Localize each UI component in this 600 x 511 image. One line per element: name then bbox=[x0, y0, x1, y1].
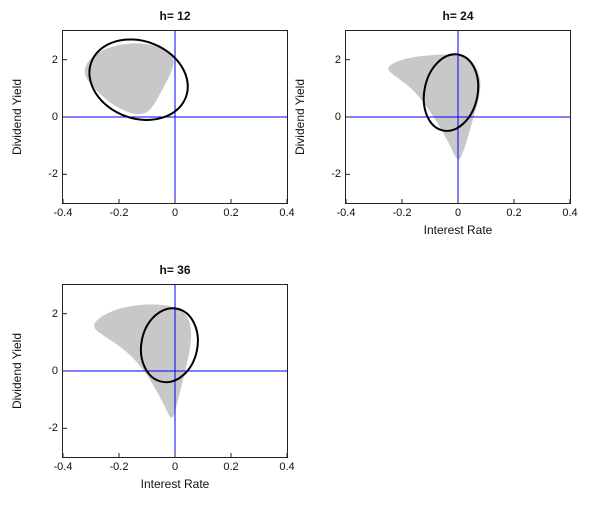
x-tick-label: 0.4 bbox=[562, 207, 578, 219]
plot-canvas bbox=[63, 285, 287, 457]
subplot-h12: h= 12 Dividend Yield -0.4 -0.2 0 0.2 0.4 -2 0… bbox=[10, 9, 295, 219]
x-tick-label: 0 bbox=[171, 461, 179, 473]
x-tick-label: 0.4 bbox=[279, 461, 295, 473]
y-tick-label: 2 bbox=[51, 53, 58, 66]
y-tick-label: -2 bbox=[48, 422, 58, 435]
x-tick-label: -0.4 bbox=[336, 207, 356, 219]
subplot-h24: h= 24 Dividend Yield Interest Rate -0.4 -… bbox=[293, 9, 578, 237]
x-tick-label: 0.4 bbox=[279, 207, 295, 219]
y-tick-label: 0 bbox=[51, 365, 58, 377]
x-tick-label: 0 bbox=[454, 207, 462, 219]
plot-canvas bbox=[63, 31, 287, 203]
confidence-ellipse bbox=[139, 307, 199, 384]
x-tick-label: 0.2 bbox=[506, 207, 522, 219]
y-tick-label: -2 bbox=[331, 168, 341, 181]
x-tick-label: -0.2 bbox=[109, 461, 129, 473]
subplot-h36: h= 36 Dividend Yield Interest Rate -0.4 -… bbox=[10, 263, 295, 491]
x-tick-label: 0.2 bbox=[223, 207, 239, 219]
plot-title: h= 36 bbox=[159, 263, 191, 277]
x-tick-label: -0.4 bbox=[53, 207, 73, 219]
y-axis-label: Dividend Yield bbox=[10, 332, 24, 410]
y-axis-label: Dividend Yield bbox=[10, 78, 24, 156]
x-axis-label: Interest Rate bbox=[140, 477, 210, 491]
y-tick-label: 2 bbox=[334, 53, 341, 66]
confidence-region bbox=[388, 54, 481, 160]
confidence-region bbox=[84, 43, 174, 115]
y-axis-label: Dividend Yield bbox=[293, 78, 307, 156]
x-tick-label: -0.4 bbox=[53, 461, 73, 473]
y-tick-label: 0 bbox=[51, 111, 58, 123]
plot-canvas bbox=[346, 31, 570, 203]
confidence-ellipse bbox=[422, 53, 480, 132]
y-tick-label: 0 bbox=[334, 111, 341, 123]
x-tick-label: 0.2 bbox=[223, 461, 239, 473]
confidence-ellipse bbox=[88, 38, 189, 121]
x-tick-label: -0.2 bbox=[109, 207, 129, 219]
plot-title: h= 24 bbox=[442, 9, 474, 23]
x-axis-label: Interest Rate bbox=[423, 223, 493, 237]
x-tick-label: -0.2 bbox=[392, 207, 412, 219]
plot-title: h= 12 bbox=[159, 9, 191, 23]
y-tick-label: -2 bbox=[48, 168, 58, 181]
y-tick-label: 2 bbox=[51, 307, 58, 320]
x-tick-label: 0 bbox=[171, 207, 179, 219]
